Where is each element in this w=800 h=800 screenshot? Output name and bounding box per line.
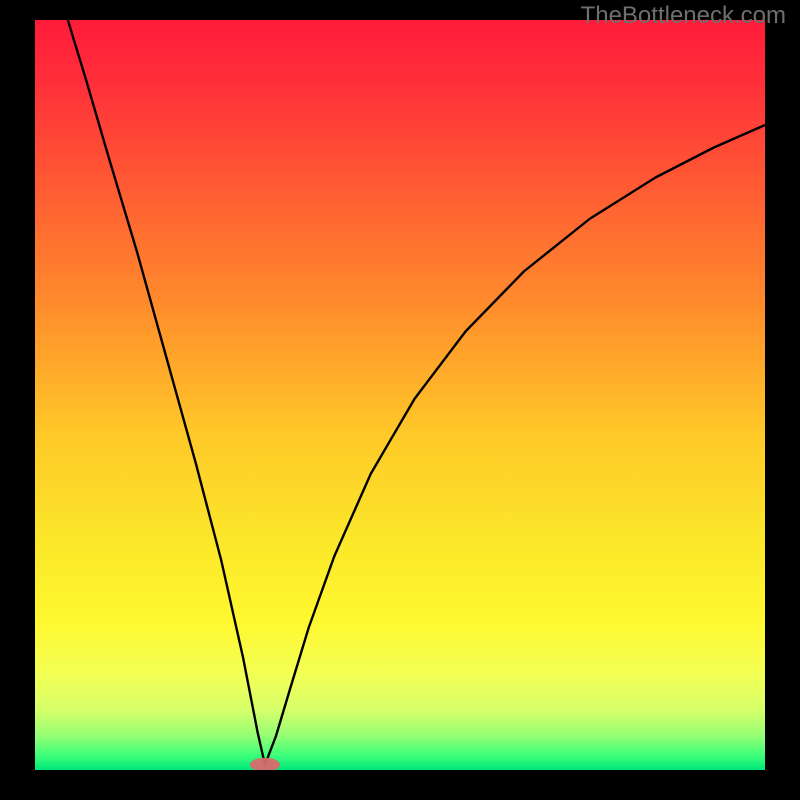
plot-area — [35, 20, 765, 770]
watermark-text: TheBottleneck.com — [581, 2, 786, 30]
chart-container: TheBottleneck.com — [0, 0, 800, 800]
bottleneck-chart-svg — [35, 20, 765, 770]
plot-background — [35, 20, 765, 770]
